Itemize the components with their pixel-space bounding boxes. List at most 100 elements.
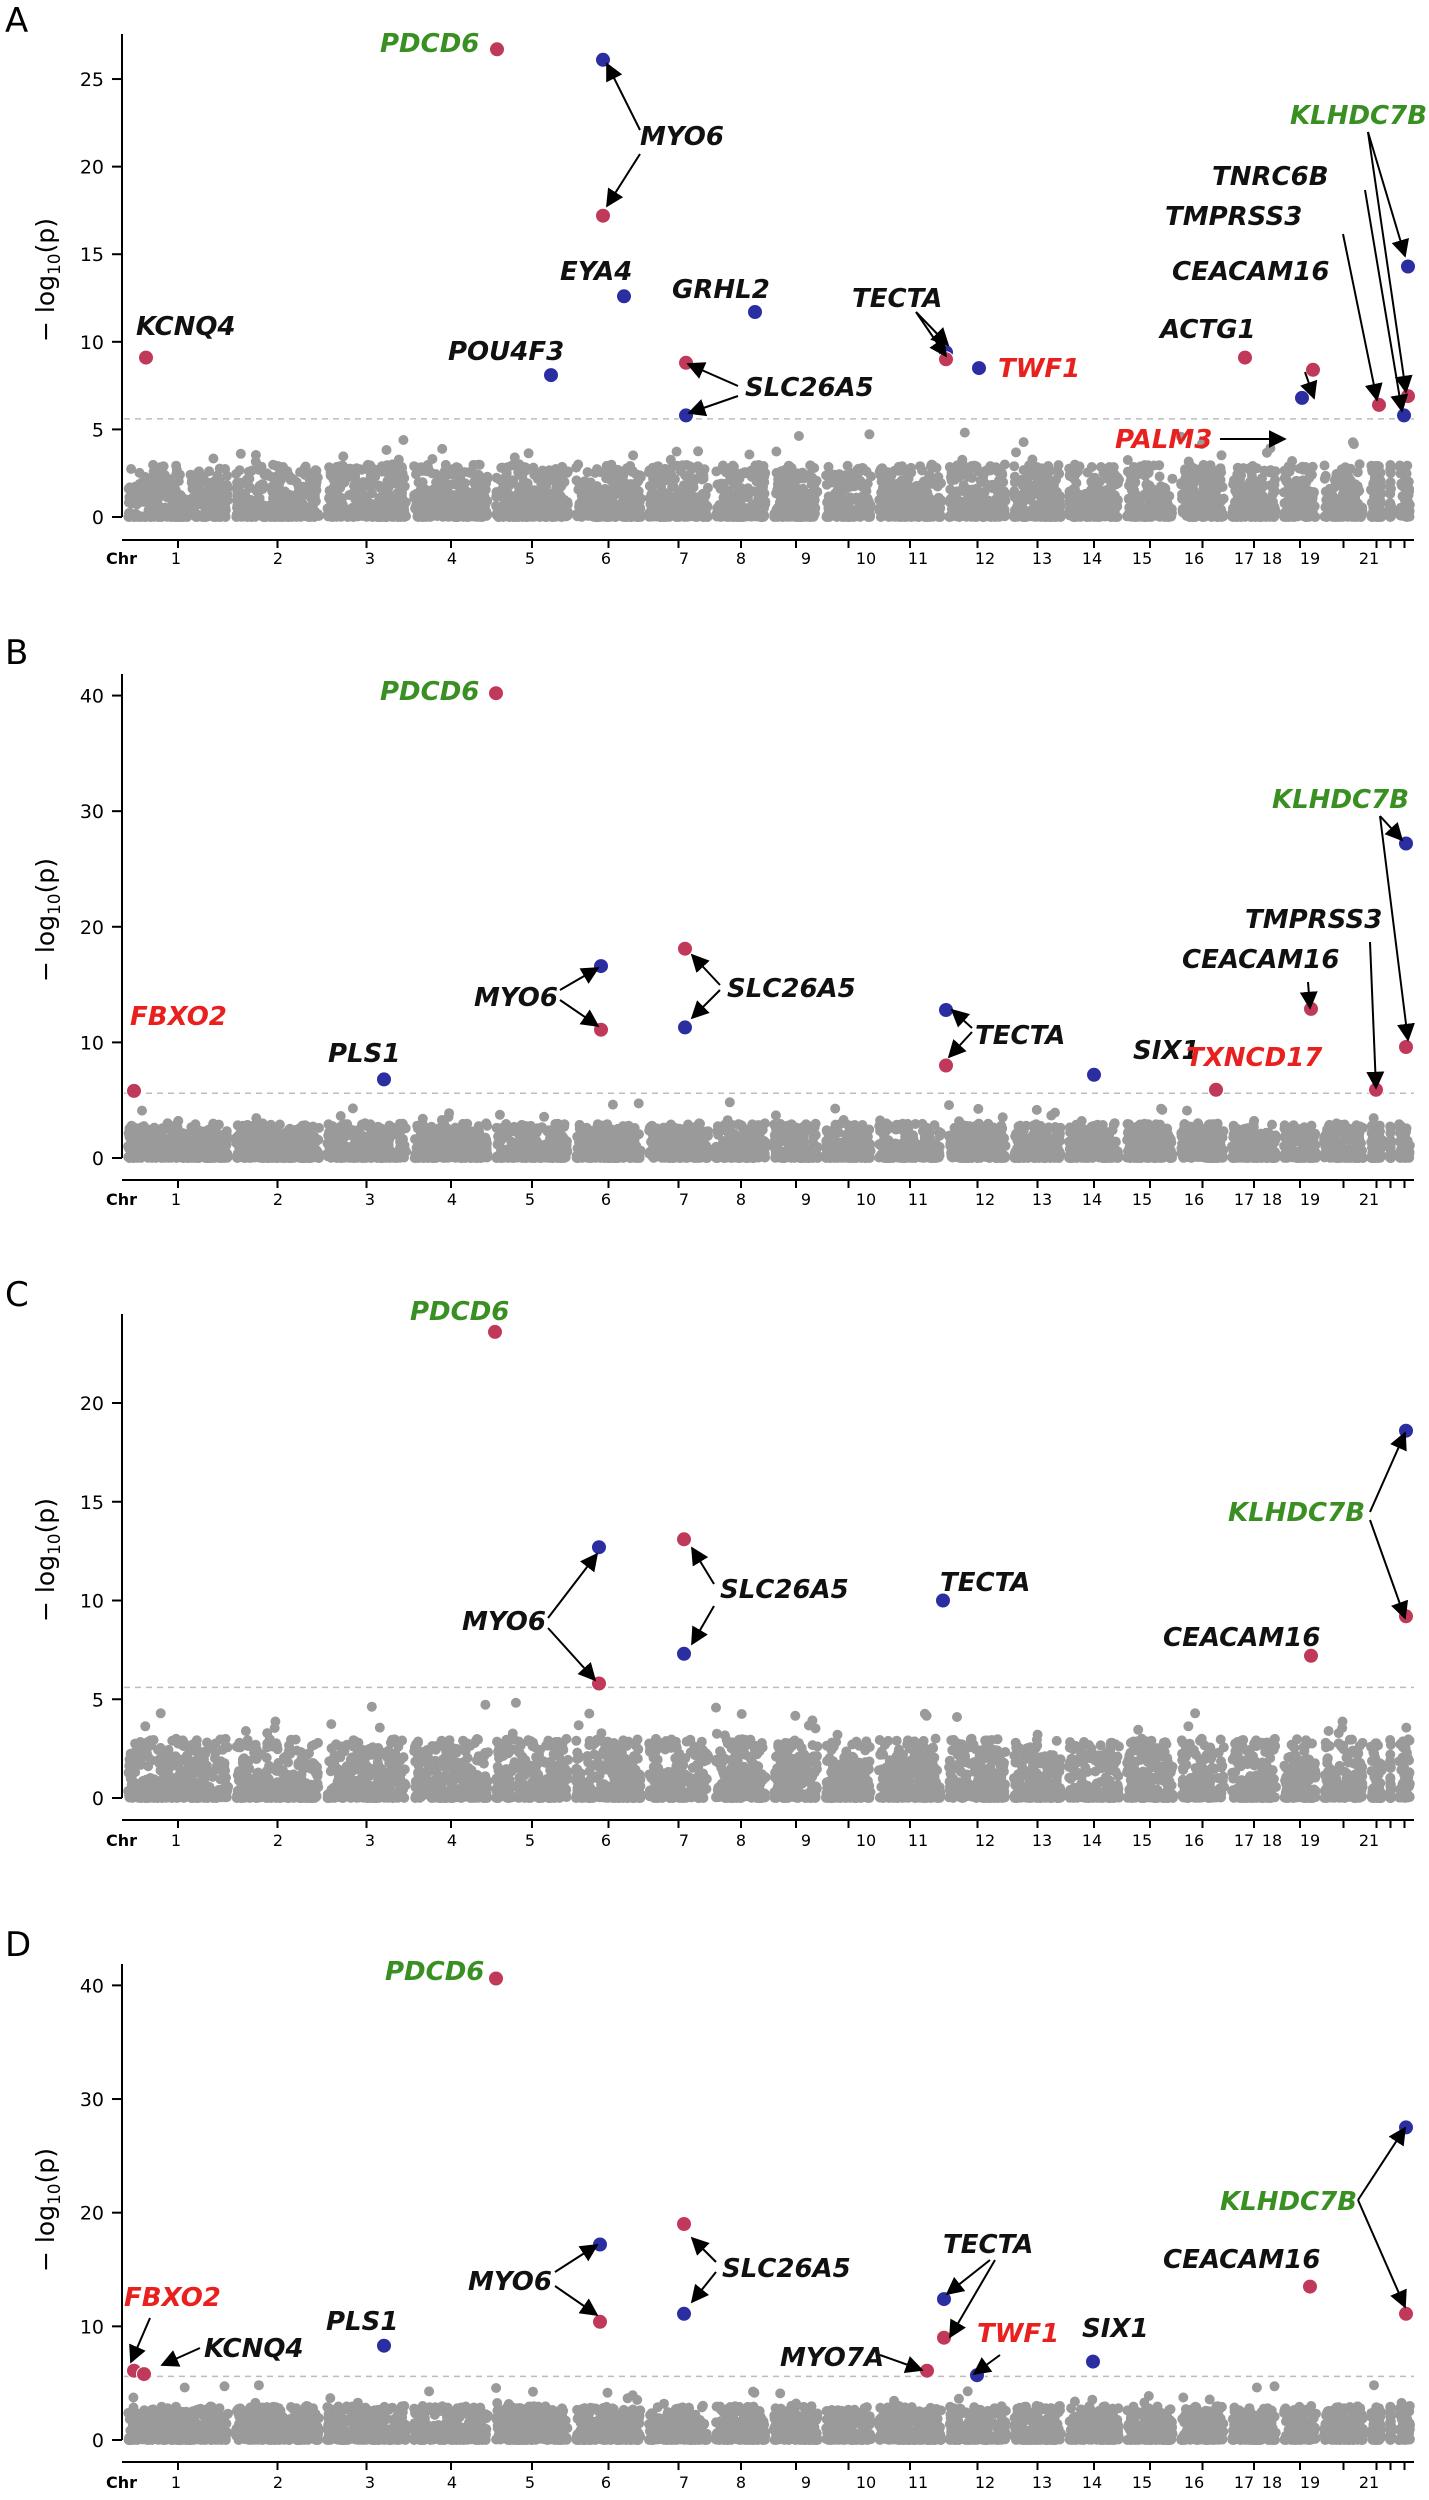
background-point: [309, 512, 320, 522]
background-point: [1294, 490, 1305, 501]
background-point: [381, 489, 392, 500]
background-point: [1108, 462, 1119, 473]
background-point: [135, 483, 146, 494]
chromosome-label: 14: [1082, 549, 1102, 568]
background-point: [268, 459, 279, 470]
background-point: [658, 496, 669, 507]
background-point: [1372, 500, 1383, 511]
gene-label: GRHL2: [672, 275, 770, 305]
background-point: [173, 476, 184, 487]
background-point: [592, 512, 603, 522]
chromosome-label: 13: [1032, 549, 1052, 568]
background-point: [1203, 467, 1214, 478]
background-point: [401, 511, 411, 522]
background-point: [851, 492, 862, 503]
background-point: [374, 480, 385, 491]
background-point: [213, 484, 224, 495]
background-point: [1000, 510, 1011, 521]
background-point: [1403, 496, 1414, 507]
chromosome-label: 2: [273, 549, 283, 568]
background-point: [1180, 464, 1191, 475]
chromosome-label: 15: [1132, 549, 1152, 568]
background-point: [1324, 483, 1335, 494]
background-point: [1000, 495, 1011, 506]
background-point: [1261, 447, 1272, 458]
background-point: [491, 500, 502, 511]
background-point: [1241, 493, 1252, 504]
background-point: [887, 488, 898, 499]
background-point: [698, 488, 709, 499]
background-point: [959, 427, 970, 438]
background-point: [1264, 467, 1275, 478]
background-point: [1140, 492, 1151, 503]
background-point: [473, 469, 484, 480]
background-point: [787, 470, 798, 480]
annotation-arrow: [915, 311, 950, 347]
hit-point: [1237, 349, 1253, 366]
background-point: [469, 486, 479, 497]
background-point: [131, 1136, 142, 1146]
annotation-arrow: [915, 311, 948, 358]
background-point: [1402, 505, 1412, 516]
background-point: [417, 477, 428, 488]
hit-point: [678, 407, 694, 424]
gene-label: MYO6: [640, 122, 724, 152]
background-point: [1124, 502, 1135, 513]
background-point: [733, 484, 744, 495]
background-point: [324, 493, 334, 504]
background-point: [242, 474, 252, 485]
chromosome-label: 1: [171, 549, 181, 568]
background-point: [367, 463, 378, 474]
annotation-arrow: [687, 395, 739, 417]
background-point: [646, 489, 657, 500]
background-point: [904, 488, 915, 499]
background-point: [274, 1136, 285, 1146]
background-point: [698, 511, 709, 522]
background-point: [635, 470, 646, 481]
background-point: [437, 443, 448, 454]
background-point: [1283, 461, 1294, 472]
background-point: [1026, 509, 1037, 520]
background-point: [159, 470, 170, 480]
background-point: [1064, 491, 1075, 502]
background-point: [677, 460, 688, 471]
hit-point: [616, 288, 632, 305]
background-point: [160, 481, 171, 492]
background-point: [1136, 506, 1147, 517]
background-point: [147, 476, 157, 487]
background-point: [301, 1141, 312, 1152]
background-point: [134, 1152, 144, 1162]
background-point: [186, 477, 197, 488]
background-point: [726, 476, 737, 487]
background-point: [1207, 510, 1218, 521]
background-point: [429, 507, 440, 518]
background-point: [671, 446, 682, 457]
background-point: [323, 511, 334, 522]
background-point: [1373, 509, 1384, 519]
background-point: [1282, 510, 1293, 521]
background-point: [491, 487, 502, 497]
background-point: [150, 494, 161, 505]
background-point: [1069, 459, 1080, 470]
background-point: [589, 499, 600, 510]
chromosome-label: 11: [908, 549, 928, 568]
background-point: [1232, 462, 1243, 473]
background-point: [839, 494, 850, 504]
background-point: [608, 464, 619, 475]
background-point: [164, 1152, 175, 1162]
background-point: [896, 475, 907, 486]
background-point: [1261, 511, 1272, 522]
y-tick-label: 5: [92, 419, 104, 441]
background-point: [666, 469, 677, 480]
hit-point: [595, 207, 611, 224]
background-point: [412, 511, 423, 522]
chromosome-label: 3: [365, 549, 375, 568]
background-point: [396, 491, 407, 502]
background-point: [744, 449, 755, 460]
background-point: [1329, 475, 1340, 486]
background-point: [232, 500, 243, 511]
background-point: [987, 509, 998, 520]
background-point: [665, 454, 676, 465]
background-point: [1151, 510, 1162, 521]
background-point: [668, 482, 679, 492]
